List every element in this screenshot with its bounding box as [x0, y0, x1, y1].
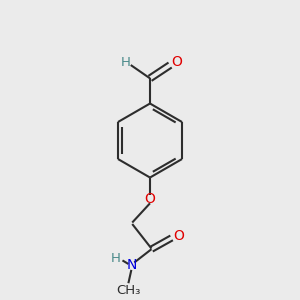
- Text: H: H: [111, 252, 121, 265]
- Text: N: N: [126, 259, 136, 272]
- Text: CH₃: CH₃: [116, 284, 141, 297]
- Text: O: O: [173, 229, 184, 243]
- Text: O: O: [171, 55, 182, 69]
- Text: O: O: [145, 192, 155, 206]
- Text: H: H: [121, 56, 130, 69]
